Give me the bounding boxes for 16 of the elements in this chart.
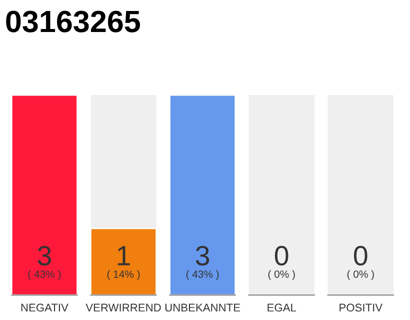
annotation: ( 0% ) [268,270,295,280]
x-tick-label: UNBEKANNTE [165,304,240,312]
x-tick-label: NEGATIV [21,304,68,312]
annotation: ( 0% ) [347,270,374,280]
annotation: ( 43% ) [28,270,61,280]
annotation: ( 14% ) [107,270,140,280]
x-tick-label: POSITIV [340,304,383,312]
annotation: ( 43% ) [186,270,219,280]
data-label: 0 [274,246,288,266]
x-tick-label: EGAL [268,304,296,312]
data-label: 3 [196,246,210,266]
data-label: 0 [354,246,368,266]
chart-title: 03163265 [6,10,140,32]
data-label: 1 [118,246,130,266]
data-label: 3 [38,246,51,266]
x-tick-label: VERWIRREND [86,304,161,312]
